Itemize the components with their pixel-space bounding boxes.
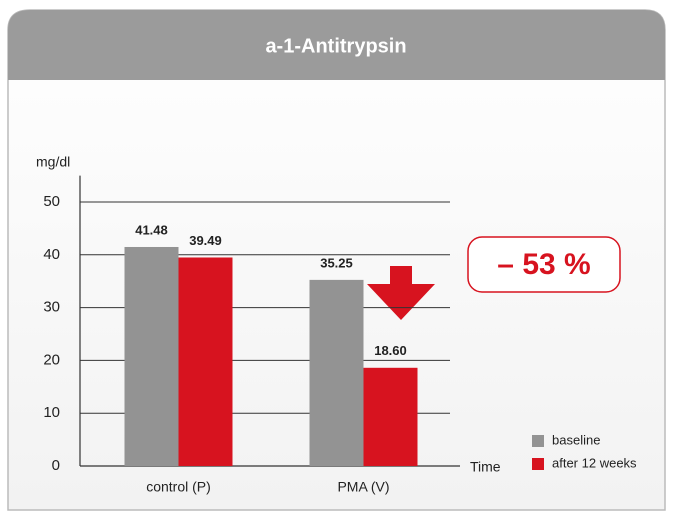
bar [363,367,418,466]
y-tick-label: 0 [52,457,60,474]
data-label: 35.25 [320,255,353,270]
bar [309,279,364,466]
x-tick-label: PMA (V) [337,479,389,495]
y-tick-label: 20 [43,351,60,368]
y-tick-label: 50 [43,193,60,210]
x-axis-label: Time [470,459,501,475]
header [8,10,665,80]
y-tick-label: 40 [43,246,60,263]
bar [124,246,179,466]
x-tick-label: control (P) [146,479,211,495]
legend-label: after 12 weeks [552,455,637,470]
legend-swatch [532,435,544,447]
data-label: 18.60 [374,343,407,358]
data-label: 39.49 [189,233,222,248]
chart-title: a-1-Antitrypsin [265,35,406,57]
annotation: – 53 % [497,248,590,281]
annotation-box [467,236,621,293]
legend-label: baseline [552,432,600,447]
data-label: 41.48 [135,222,168,237]
y-tick-label: 30 [43,299,60,316]
bar [178,257,233,466]
y-tick-label: 10 [43,404,60,421]
arrow [367,266,435,320]
legend-swatch [532,458,544,470]
y-axis-label: mg/dl [36,154,70,170]
